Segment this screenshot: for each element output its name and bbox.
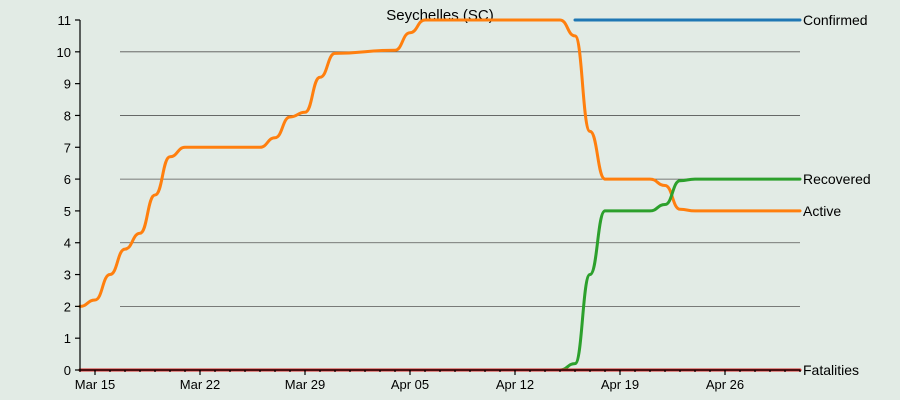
y-tick-label-3: 3 bbox=[64, 268, 71, 283]
y-tick-label-1: 1 bbox=[64, 331, 71, 346]
y-tick-label-11: 11 bbox=[58, 13, 72, 28]
y-tick-label-9: 9 bbox=[64, 77, 71, 92]
x-tick-label-2020-04-26: Apr 26 bbox=[706, 377, 744, 392]
series-label-recovered: Recovered bbox=[803, 171, 871, 187]
y-tick-label-4: 4 bbox=[64, 236, 71, 251]
series-label-confirmed: Confirmed bbox=[803, 12, 868, 28]
x-tick-label-2020-04-05: Apr 05 bbox=[391, 377, 429, 392]
series-line-recovered bbox=[78, 177, 802, 372]
axes: 0 1 2 3 4 5 6 7 8 9 10 11 Mar 15 Mar 22 Mar 29 Apr 05 Ap… bbox=[57, 13, 801, 392]
series-lines bbox=[78, 18, 802, 372]
y-tick-label-5: 5 bbox=[64, 204, 71, 219]
series-label-active: Active bbox=[803, 203, 841, 219]
series-labels: Confirmed Active Recovered Fatalities bbox=[803, 12, 871, 378]
series-line-active bbox=[78, 18, 802, 308]
x-tick-label-2020-04-19: Apr 19 bbox=[601, 377, 639, 392]
x-tick-label-2020-03-22: Mar 22 bbox=[180, 377, 220, 392]
y-tick-label-10: 10 bbox=[57, 45, 71, 60]
y-tick-label-2: 2 bbox=[64, 299, 71, 314]
x-tick-label-2020-03-15: Mar 15 bbox=[75, 377, 115, 392]
x-tick-label-2020-03-29: Mar 29 bbox=[285, 377, 325, 392]
y-tick-label-7: 7 bbox=[64, 140, 71, 155]
x-tick-label-2020-04-12: Apr 12 bbox=[496, 377, 534, 392]
series-label-fatalities: Fatalities bbox=[803, 362, 859, 378]
y-tick-label-0: 0 bbox=[64, 363, 71, 378]
y-tick-label-6: 6 bbox=[64, 172, 71, 187]
y-tick-label-8: 8 bbox=[64, 108, 71, 123]
